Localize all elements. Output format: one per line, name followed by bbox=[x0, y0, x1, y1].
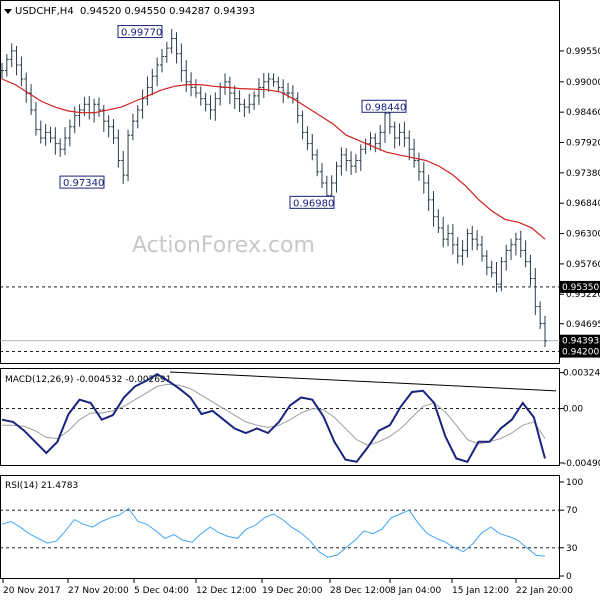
price-tick-label: 0.99550 bbox=[566, 47, 600, 57]
x-tick-label: 20 Nov 2017 bbox=[3, 586, 61, 596]
price-tick-label: 0.94695 bbox=[566, 320, 600, 330]
support-price-box bbox=[560, 280, 600, 293]
macd-panel: 0.003243 0.00 -0.004902 bbox=[0, 369, 600, 469]
dropdown-triangle-icon[interactable] bbox=[4, 9, 12, 14]
support-price-label: 0.94200 bbox=[562, 348, 599, 358]
macd-line bbox=[1, 373, 546, 463]
symbol-label: USDCHF,H4 bbox=[15, 6, 74, 17]
macd-title: MACD(12,26,9) -0.004532 -0.002691 bbox=[5, 375, 171, 385]
rsi-tick-label: 100 bbox=[566, 478, 583, 488]
rsi-panel: 100 70 30 0 bbox=[0, 478, 583, 582]
support-price-label: 0.95350 bbox=[562, 283, 599, 293]
ohlc-label: 0.94520 0.94550 0.94287 0.94393 bbox=[80, 6, 255, 17]
macd-tick-label: 0.00 bbox=[563, 405, 583, 415]
price-tick-label: 0.99000 bbox=[566, 78, 600, 88]
rsi-tick-label: 0 bbox=[566, 572, 572, 582]
annotations: 0.97340 0.99770 0.96980 0.98440 bbox=[59, 25, 407, 209]
moving-average bbox=[1, 78, 546, 240]
price-panel-border bbox=[0, 0, 560, 364]
price-annotation-box bbox=[59, 175, 105, 189]
price-annotation-box bbox=[117, 25, 163, 39]
moving-average-line bbox=[1, 78, 546, 240]
rsi-title: RSI(14) 21.4783 bbox=[5, 481, 78, 491]
price-tick-label: 0.95760 bbox=[566, 260, 600, 270]
macd-panel-border bbox=[0, 368, 560, 466]
rsi-panel-border bbox=[0, 475, 560, 579]
price-annotation-label: 0.99770 bbox=[121, 28, 162, 39]
rsi-tick-label: 30 bbox=[566, 544, 578, 554]
price-tick-label: 0.95220 bbox=[566, 290, 600, 300]
macd-trendline bbox=[169, 371, 557, 392]
rsi-tick-label: 70 bbox=[566, 506, 578, 516]
x-tick-label: 12 Dec 12:00 bbox=[196, 586, 257, 596]
x-tick-label: 8 Jan 04:00 bbox=[390, 586, 442, 596]
price-series bbox=[0, 29, 547, 348]
x-tick-label: 5 Dec 04:00 bbox=[134, 586, 189, 596]
support-price-box bbox=[560, 345, 600, 358]
price-annotation-box bbox=[361, 99, 407, 113]
price-annotation-box bbox=[289, 195, 335, 209]
x-tick-label: 19 Dec 20:00 bbox=[262, 586, 323, 596]
price-tick-label: 0.97920 bbox=[566, 139, 600, 149]
macd-signal-line bbox=[2, 383, 546, 446]
price-tick-label: 0.96300 bbox=[566, 230, 600, 240]
price-axis: 0.99550 0.99000 0.98460 0.97920 0.97380 0.968… bbox=[560, 47, 600, 330]
macd-tick-label: 0.003243 bbox=[563, 369, 600, 379]
watermark: ActionForex.com bbox=[132, 233, 315, 258]
macd-tick-label: -0.004902 bbox=[563, 459, 600, 469]
x-tick-label: 27 Nov 20:00 bbox=[68, 586, 129, 596]
price-tick-label: 0.97380 bbox=[566, 169, 600, 179]
current-price-box bbox=[560, 334, 600, 347]
x-tick-label: 15 Jan 12:00 bbox=[452, 586, 509, 596]
price-tick-label: 0.98460 bbox=[566, 108, 600, 118]
x-axis: 20 Nov 2017 27 Nov 20:00 5 Dec 04:00 12 Dec… bbox=[2, 579, 573, 596]
price-annotation-label: 0.96980 bbox=[293, 198, 334, 209]
price-tick-label: 0.96840 bbox=[566, 199, 600, 209]
x-tick-label: 28 Dec 12:00 bbox=[330, 586, 391, 596]
rsi-line bbox=[1, 507, 546, 558]
current-price-label: 0.94393 bbox=[562, 337, 599, 347]
price-annotation-label: 0.97340 bbox=[63, 178, 104, 189]
x-tick-label: 22 Jan 20:00 bbox=[516, 586, 573, 596]
price-annotation-label: 0.98440 bbox=[365, 102, 406, 113]
